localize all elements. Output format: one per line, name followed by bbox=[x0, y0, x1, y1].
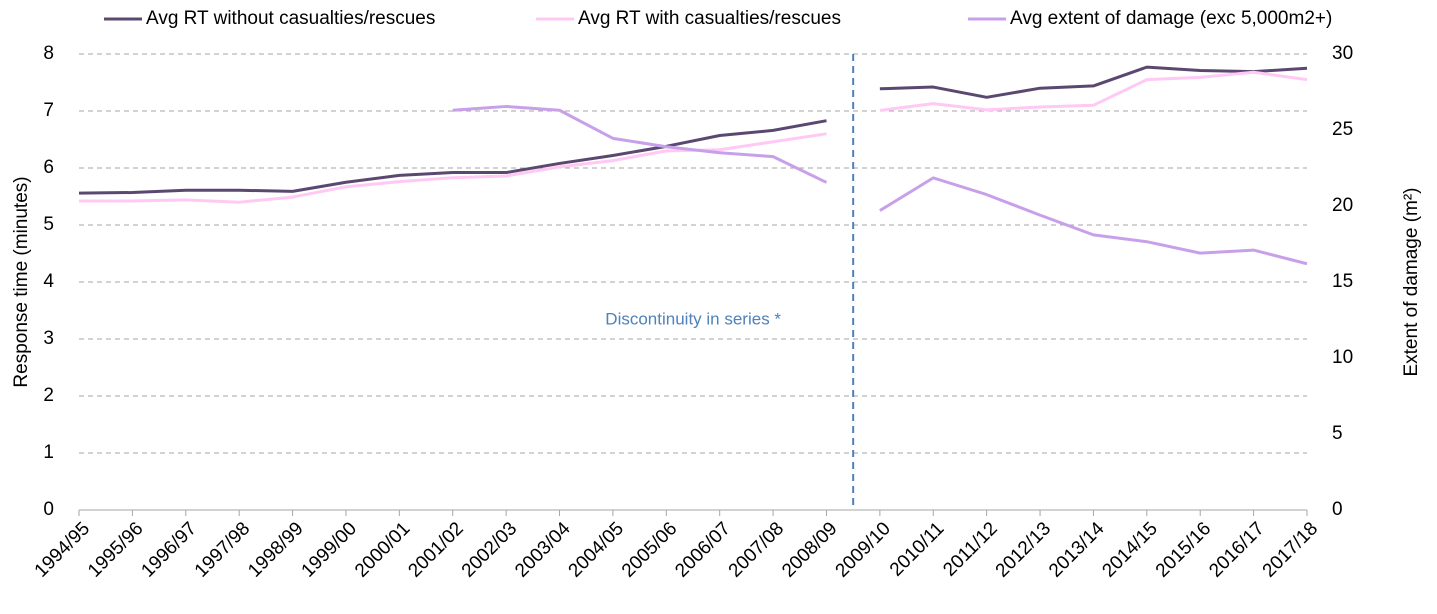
x-tick-label: 2000/01 bbox=[351, 518, 414, 581]
x-tick-label: 2014/15 bbox=[1098, 518, 1161, 581]
y2-axis-title: Extent of damage (m²) bbox=[1401, 187, 1422, 376]
y-tick-label: 4 bbox=[43, 271, 54, 292]
x-tick-label: 2006/07 bbox=[671, 518, 734, 581]
x-tick-label: 1996/97 bbox=[137, 518, 200, 581]
y-axis-title: Response time (minutes) bbox=[11, 176, 32, 387]
x-tick-label: 2011/12 bbox=[939, 518, 1001, 580]
x-tick-label: 2010/11 bbox=[886, 518, 948, 580]
x-tick-label: 2001/02 bbox=[404, 518, 467, 581]
x-tick-label: 2003/04 bbox=[511, 518, 575, 582]
y-tick-label: 5 bbox=[43, 214, 54, 235]
discontinuity-label: Discontinuity in series * bbox=[605, 309, 781, 328]
series-line bbox=[879, 176, 1308, 266]
legend-label: Avg RT with casualties/rescues bbox=[578, 8, 841, 29]
x-tick-label: 2012/13 bbox=[992, 518, 1055, 581]
x-tick-label: 1994/95 bbox=[31, 518, 94, 581]
y2-tick-label: 10 bbox=[1332, 347, 1353, 368]
series-line bbox=[879, 70, 1308, 112]
x-tick-label: 2007/08 bbox=[725, 518, 788, 581]
x-tick-label: 1999/00 bbox=[298, 518, 361, 581]
y-tick-label: 8 bbox=[43, 43, 54, 64]
series-line bbox=[879, 65, 1308, 99]
x-tick-label: 2017/18 bbox=[1259, 518, 1322, 581]
x-tick-label: 2002/03 bbox=[458, 518, 521, 581]
series-line bbox=[78, 119, 827, 195]
x-tick-label: 2005/06 bbox=[618, 518, 681, 581]
x-tick-label: 2004/05 bbox=[565, 518, 628, 581]
y2-tick-label: 15 bbox=[1332, 271, 1353, 292]
y-tick-label: 2 bbox=[43, 385, 54, 406]
x-tick-label: 2008/09 bbox=[778, 518, 841, 581]
y2-tick-label: 5 bbox=[1332, 423, 1343, 444]
y2-tick-label: 30 bbox=[1332, 43, 1353, 64]
x-tick-label: 1997/98 bbox=[191, 518, 254, 581]
y-tick-label: 0 bbox=[43, 499, 54, 520]
y-tick-label: 1 bbox=[43, 442, 54, 463]
x-tick-label: 1995/96 bbox=[84, 518, 147, 581]
legend-label: Avg RT without casualties/rescues bbox=[146, 8, 435, 29]
x-tick-label: 2016/17 bbox=[1205, 518, 1268, 581]
y-tick-label: 3 bbox=[43, 328, 54, 349]
y2-tick-label: 0 bbox=[1332, 499, 1343, 520]
series-line bbox=[452, 104, 828, 184]
y-tick-label: 6 bbox=[43, 157, 54, 178]
x-tick-label: 1998/99 bbox=[244, 518, 307, 581]
y2-tick-label: 20 bbox=[1332, 195, 1353, 216]
x-tick-label: 2009/10 bbox=[832, 518, 895, 581]
y2-tick-label: 25 bbox=[1332, 119, 1353, 140]
y-tick-label: 7 bbox=[43, 100, 54, 121]
x-tick-label: 2013/14 bbox=[1045, 518, 1109, 582]
x-tick-label: 2015/16 bbox=[1152, 518, 1215, 581]
legend-label: Avg extent of damage (exc 5,000m2+) bbox=[1010, 8, 1332, 29]
